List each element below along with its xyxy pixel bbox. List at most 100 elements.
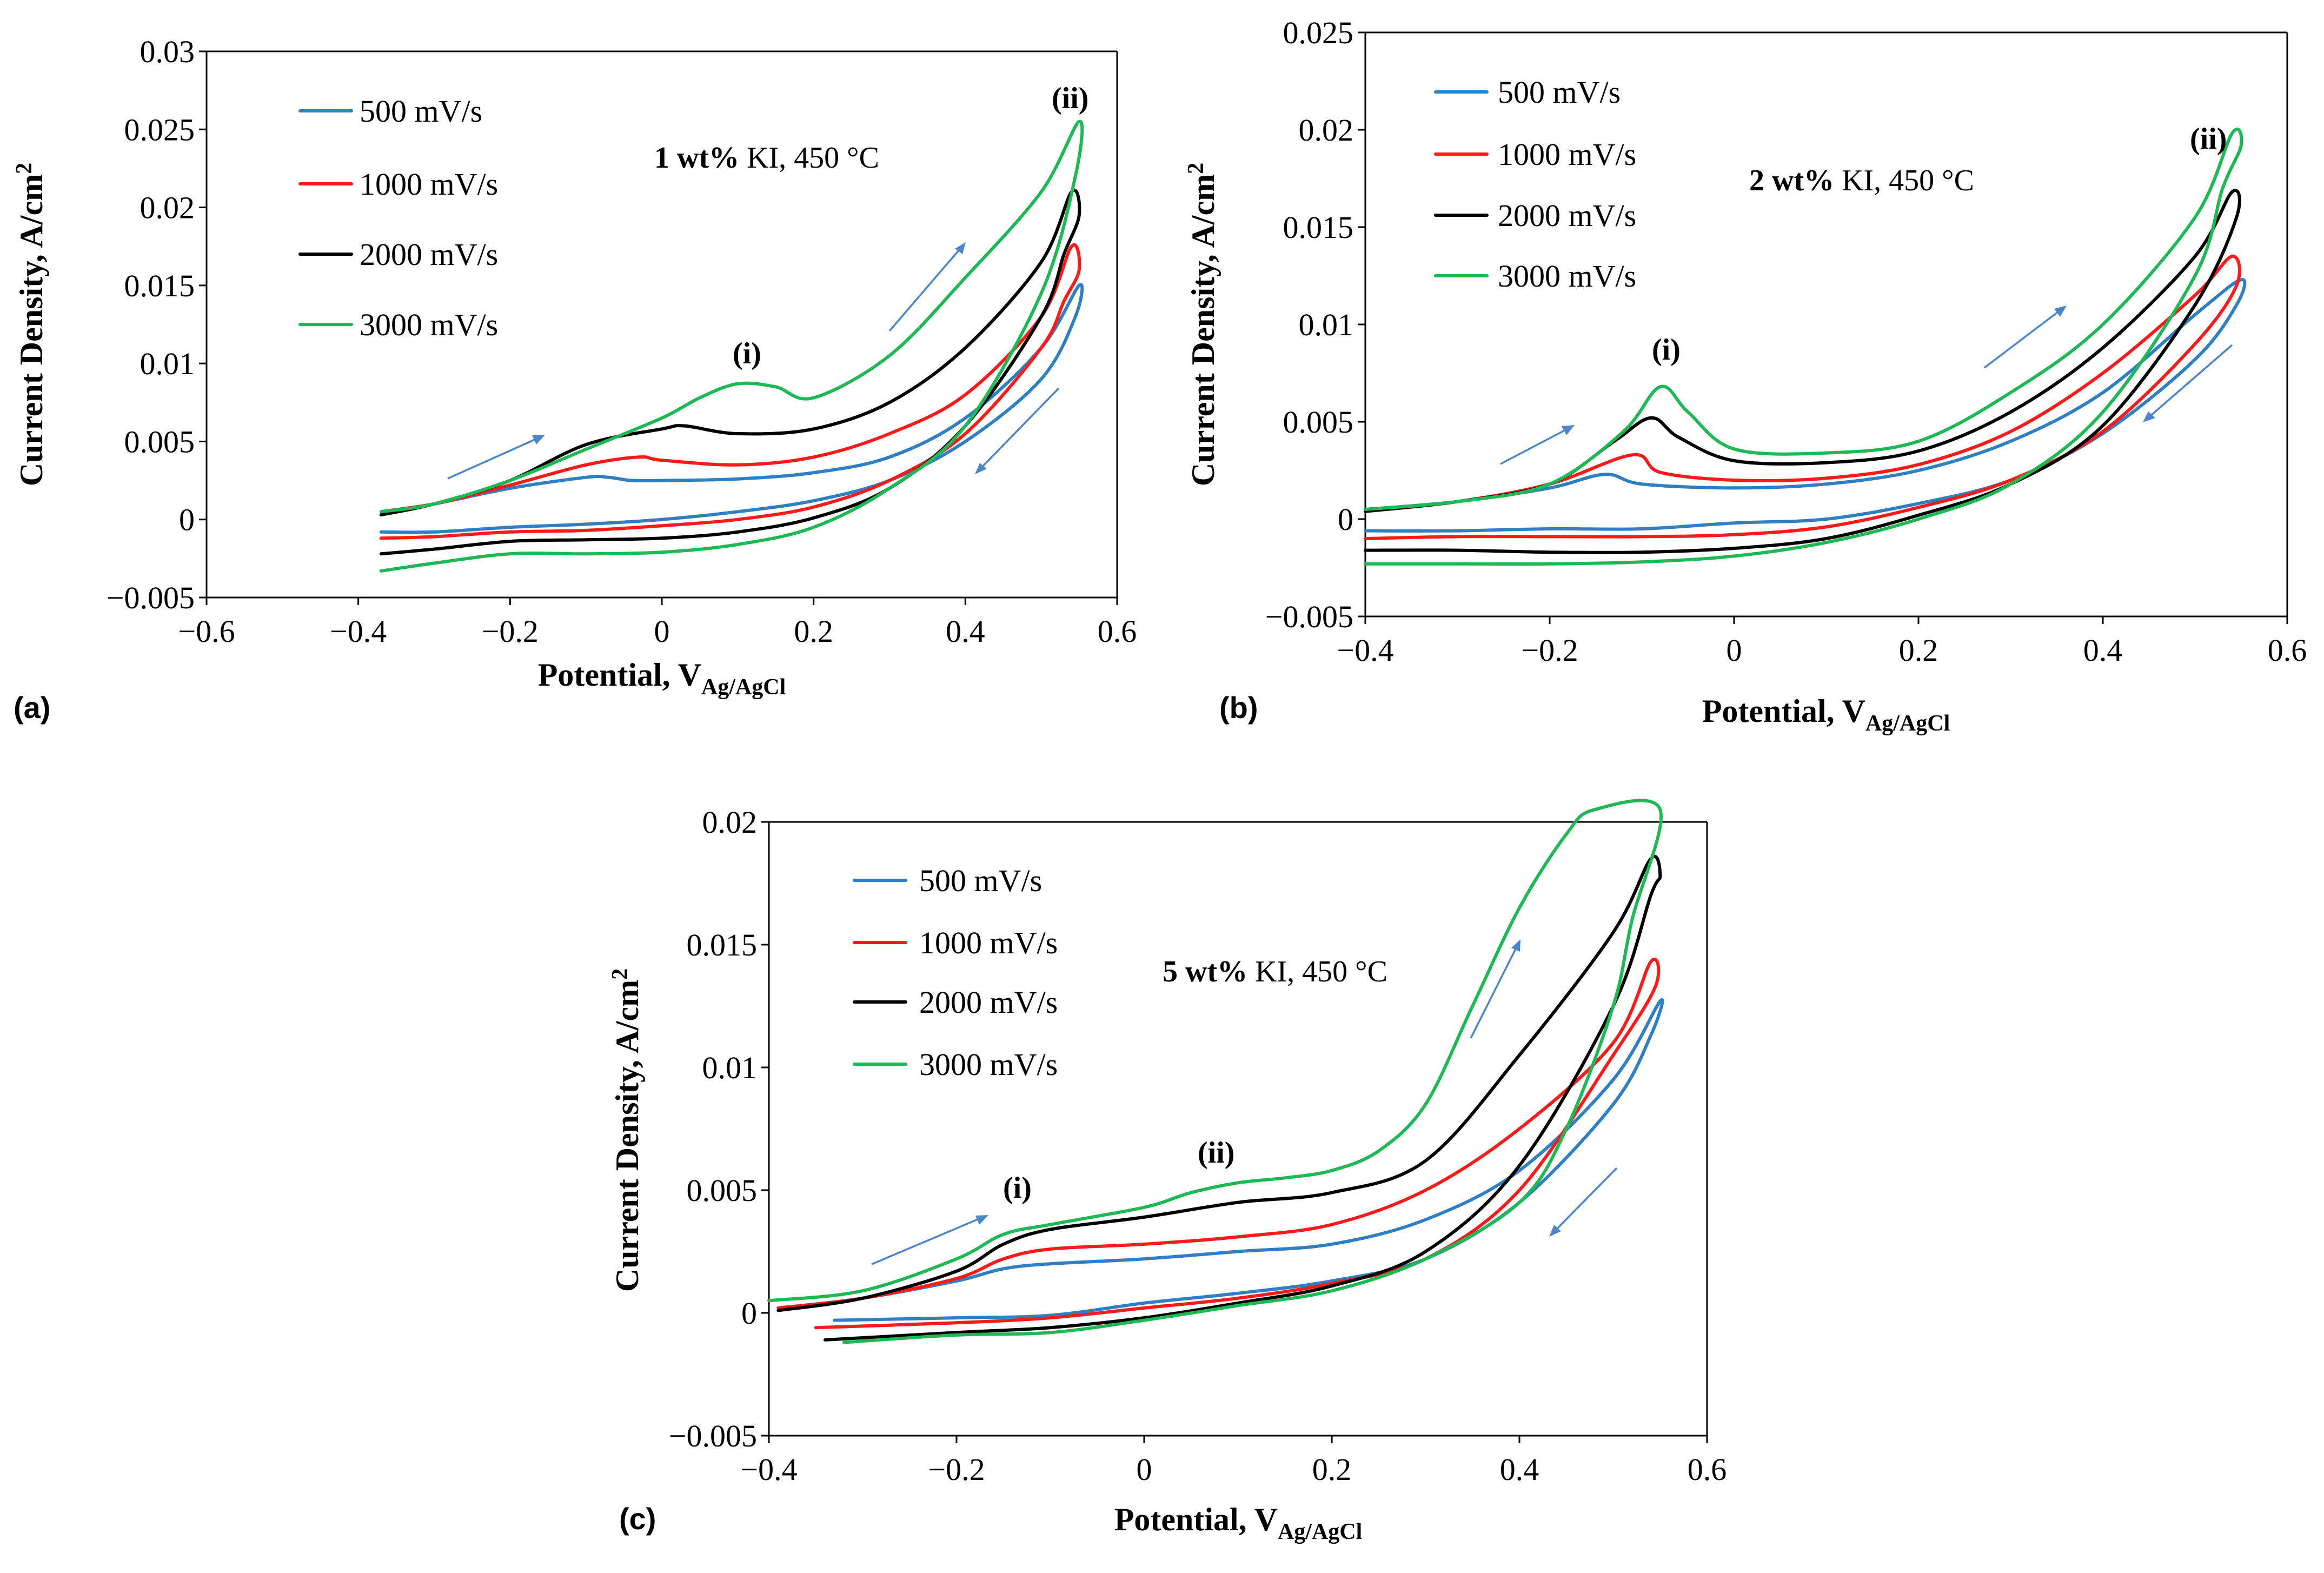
panel-c-x-tick-label: 0.4 bbox=[1500, 1452, 1539, 1487]
panel-c-scan-arrow-forward-high bbox=[1470, 939, 1520, 1039]
panel-c-x-title-main: Potential, V bbox=[1114, 1502, 1278, 1537]
legend-label-3000: 3000 mV/s bbox=[919, 1047, 1058, 1082]
panel-b-series-3000-curve bbox=[1364, 128, 2243, 566]
panel-c-x-tick-label: 0 bbox=[1137, 1452, 1152, 1487]
panel-c: −0.4 −0.2 0 0.2 0.4 0.6 −0.005 0 0.005 0.01 0.015 0… bbox=[608, 799, 1727, 1544]
panel-b-label: (b) bbox=[1219, 691, 1258, 725]
panel-b-x-tick-label: 0.2 bbox=[1899, 633, 1938, 668]
panel-b-peak-i-label: (i) bbox=[1652, 333, 1681, 367]
panel-c-x-title-sub: Ag/AgCl bbox=[1278, 1519, 1362, 1544]
panel-c-y-title: Current Density, A/cm2 bbox=[608, 968, 645, 1292]
legend-label-2000: 2000 mV/s bbox=[360, 237, 498, 272]
panel-c-legend: 500 mV/s 1000 mV/s 2000 mV/s 3000 mV/s bbox=[853, 863, 1058, 1082]
panel-b-legend: 500 mV/s 1000 mV/s 2000 mV/s 3000 mV/s bbox=[1434, 75, 1636, 294]
panel-a-y-title: Current Density, A/cm2 bbox=[12, 163, 49, 486]
panel-a: −0.6 −0.4 −0.2 0 0.2 0.4 0.6 −0.005 0 0.005 0.01 0.… bbox=[12, 34, 1137, 725]
panel-a-y-title-sup: 2 bbox=[12, 163, 37, 174]
panel-a-legend: 500 mV/s 1000 mV/s 2000 mV/s 3000 mV/s bbox=[298, 94, 498, 342]
panel-b-series-500-curve bbox=[1364, 278, 2247, 533]
panel-b-curves bbox=[1364, 128, 2247, 566]
panel-b-series-2000-curve bbox=[1364, 189, 2241, 554]
panel-b-ticks: −0.4 −0.2 0 0.2 0.4 0.6 −0.005 0 0.005 0.01 0.015 0… bbox=[1265, 15, 2307, 668]
panel-c-y-tick-label: 0.02 bbox=[702, 805, 758, 840]
panel-a-y-tick-label: 0.005 bbox=[124, 424, 195, 459]
panel-b-condition-label: 2 wt% KI, 450 °C bbox=[1749, 164, 1974, 197]
legend-label-1000: 1000 mV/s bbox=[1498, 137, 1636, 172]
panel-a-peak-i-label: (i) bbox=[733, 337, 761, 370]
panel-a-x-tick-label: 0 bbox=[654, 614, 670, 649]
legend-label-500: 500 mV/s bbox=[1498, 75, 1621, 110]
panel-b-y-tick-label: 0.02 bbox=[1299, 112, 1354, 148]
panel-a-series-3000-curve bbox=[379, 120, 1084, 573]
panel-a-ticks: −0.6 −0.4 −0.2 0 0.2 0.4 0.6 −0.005 0 0.005 0.01 0.… bbox=[107, 34, 1137, 649]
panel-b-x-tick-label: −0.4 bbox=[1337, 633, 1393, 668]
panel-a-x-tick-label: 0.6 bbox=[1098, 614, 1137, 649]
panel-a-y-tick-label: 0.025 bbox=[124, 112, 195, 147]
panel-b-y-tick-label: 0.025 bbox=[1283, 15, 1354, 50]
panel-c-y-tick-label: 0.01 bbox=[702, 1050, 758, 1085]
panel-a-y-tick-label: 0.03 bbox=[140, 34, 195, 69]
legend-label-3000: 3000 mV/s bbox=[1498, 258, 1636, 294]
panel-c-plot-area bbox=[768, 821, 1708, 1437]
panel-b-series-1000-curve bbox=[1364, 254, 2241, 540]
panel-a-x-tick-label: −0.4 bbox=[330, 614, 387, 649]
panel-a-x-title-main: Potential, V bbox=[538, 657, 701, 693]
panel-a-series-500-curve bbox=[379, 283, 1084, 534]
panel-a-peak-ii-label: (ii) bbox=[1052, 82, 1088, 115]
panel-c-scan-arrow-reverse bbox=[1549, 1167, 1618, 1237]
panel-a-y-tick-label: 0.02 bbox=[140, 190, 195, 225]
panel-a-condition-label: 1 wt% KI, 450 °C bbox=[654, 141, 879, 175]
panel-b-y-title: Current Density, A/cm2 bbox=[1184, 163, 1221, 486]
panel-c-y-tick-label: 0 bbox=[741, 1296, 757, 1331]
legend-label-1000: 1000 mV/s bbox=[360, 167, 498, 202]
panel-c-curves bbox=[767, 799, 1664, 1344]
panel-c-x-tick-label: 0.2 bbox=[1312, 1452, 1352, 1487]
panel-b-x-title-sub: Ag/AgCl bbox=[1865, 711, 1950, 736]
panel-b-y-tick-label: 0.005 bbox=[1283, 404, 1354, 440]
panel-b-y-tick-label: 0.01 bbox=[1299, 307, 1354, 342]
panel-a-scan-arrow-forward-low bbox=[447, 435, 545, 480]
panel-c-condition-label: 5 wt% KI, 450 °C bbox=[1163, 955, 1387, 988]
panel-a-label: (a) bbox=[14, 691, 50, 725]
panel-b-condition-rest: KI, 450 °C bbox=[1834, 164, 1974, 197]
panel-a-series-2000-curve bbox=[379, 188, 1081, 556]
panel-c-label: (c) bbox=[619, 1502, 656, 1536]
panel-c-peak-ii-label: (ii) bbox=[1198, 1136, 1234, 1170]
panel-a-x-tick-label: 0.2 bbox=[794, 614, 833, 649]
panel-a-y-tick-label: 0 bbox=[179, 502, 195, 537]
panel-b-scan-arrow-forward-low bbox=[1500, 425, 1575, 465]
panel-b-x-tick-label: 0.6 bbox=[2268, 633, 2307, 668]
legend-label-2000: 2000 mV/s bbox=[919, 985, 1058, 1020]
panel-c-series-1000-curve bbox=[776, 958, 1661, 1330]
panel-b-y-title-sup: 2 bbox=[1184, 163, 1209, 174]
legend-label-3000: 3000 mV/s bbox=[360, 307, 498, 342]
panel-b-condition-wt: 2 wt% bbox=[1749, 164, 1834, 197]
panel-b-x-title-main: Potential, V bbox=[1702, 693, 1865, 729]
panel-a-series-1000-curve bbox=[379, 243, 1081, 540]
panel-a-x-tick-label: −0.6 bbox=[178, 614, 235, 649]
panel-c-x-tick-label: 0.6 bbox=[1688, 1452, 1727, 1487]
panel-b-y-tick-label: 0.015 bbox=[1283, 210, 1354, 245]
panel-a-scan-arrow-reverse bbox=[975, 387, 1060, 474]
panel-a-condition-rest: KI, 450 °C bbox=[739, 141, 879, 175]
panel-c-condition-rest: KI, 450 °C bbox=[1247, 955, 1387, 988]
panel-c-series-3000-curve bbox=[767, 799, 1663, 1344]
panel-a-curves bbox=[379, 120, 1084, 573]
panel-c-condition-wt: 5 wt% bbox=[1163, 955, 1247, 988]
panel-c-y-tick-label: 0.005 bbox=[687, 1173, 758, 1208]
panel-c-scan-arrow-forward-low bbox=[871, 1215, 988, 1265]
panel-a-scan-arrow-forward-high bbox=[888, 242, 966, 332]
legend-label-2000: 2000 mV/s bbox=[1498, 198, 1636, 233]
panel-c-series-2000-curve bbox=[776, 854, 1662, 1342]
legend-label-500: 500 mV/s bbox=[360, 94, 482, 129]
panel-a-x-tick-label: 0.4 bbox=[946, 614, 985, 649]
panel-a-y-title-main: Current Density, A/cm bbox=[14, 174, 49, 486]
panel-b-y-title-main: Current Density, A/cm bbox=[1185, 174, 1221, 486]
panel-c-x-tick-label: −0.2 bbox=[928, 1452, 985, 1487]
panel-c-y-title-main: Current Density, A/cm bbox=[609, 980, 645, 1292]
panel-a-x-title-sub: Ag/AgCl bbox=[701, 675, 786, 700]
panel-b-scan-arrow-forward-high bbox=[1983, 306, 2067, 369]
panel-b-y-tick-label: 0 bbox=[1338, 502, 1353, 537]
panel-c-x-tick-label: −0.4 bbox=[740, 1452, 797, 1487]
